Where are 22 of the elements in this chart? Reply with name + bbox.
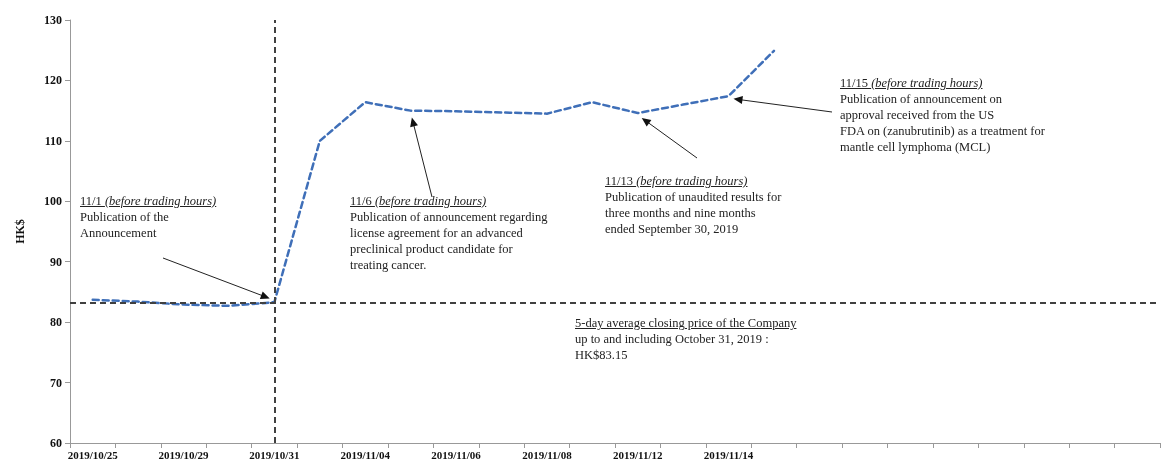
y-tick-label: 90 <box>50 254 62 269</box>
ref-line-label: 5-day average closing price of the Company up to and including October 31, 2019 : HK$83.15 <box>575 315 797 364</box>
y-tick-label: 80 <box>50 315 62 330</box>
y-tick-label: 120 <box>44 73 62 88</box>
y-tick-label: 70 <box>50 375 62 390</box>
x-tick-label: 2019/10/29 <box>158 448 210 461</box>
y-tick-label: 100 <box>44 194 62 209</box>
x-tick-label: 2019/11/08 <box>522 448 573 461</box>
x-tick-label: 2019/10/31 <box>249 448 300 461</box>
y-tick-label: 130 <box>44 13 62 27</box>
x-tick-label: 2019/11/06 <box>431 448 482 461</box>
annotation: 11/13 (before trading hours) Publication of unaudited results for three months and nine months ended September 30, 2019 <box>605 173 782 237</box>
x-tick-label: 2019/10/25 <box>67 448 119 461</box>
x-tick-label: 2019/11/12 <box>612 448 663 461</box>
annotation: 11/15 (before trading hours) Publication of announcement on approval received from the US FDA on (zanubrutinib) as a treatment for mantle cell lymphoma (MCL) <box>840 75 1045 155</box>
y-tick-label: 60 <box>50 436 62 450</box>
x-tick-label: 2019/11/04 <box>340 448 391 461</box>
x-tick-label: 2019/11/14 <box>703 448 754 461</box>
annotation: 11/6 (before trading hours) Publication of announcement regarding license agreement for an advanced preclinical product candidate for treating cancer. <box>350 193 548 273</box>
y-tick-label: 110 <box>44 133 62 148</box>
annotation: 11/1 (before trading hours) Publication of the Announcement <box>80 193 217 241</box>
y-axis-title: HK$ <box>13 219 27 244</box>
